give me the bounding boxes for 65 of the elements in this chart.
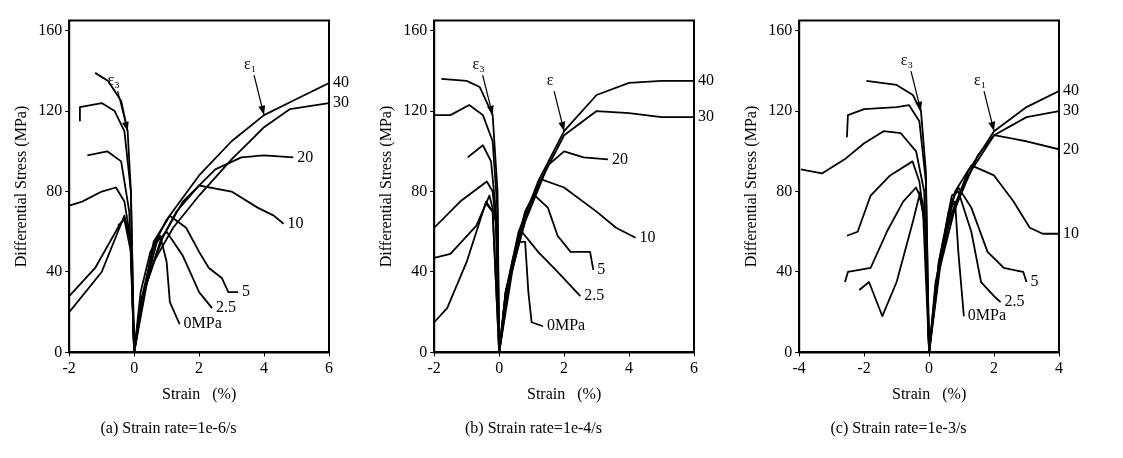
y-axis-title: Differential Stress (MPa)	[741, 105, 760, 268]
y-tick-label: 40	[776, 262, 793, 280]
text: (c) Strain rate=1e-3/s	[830, 418, 967, 437]
x-tick-label: 6	[690, 359, 698, 377]
y-tick-label: 120	[38, 101, 63, 119]
x-tick-label: 2	[560, 359, 569, 377]
series-label: 20	[1063, 139, 1079, 157]
y-axis-title: Differential Stress (MPa)	[376, 105, 395, 268]
x-tick-label: -2	[427, 359, 441, 377]
series-label: 40	[698, 71, 714, 89]
series-label: 0MPa	[546, 316, 586, 334]
series-label: 30	[1063, 101, 1079, 119]
y-tick-label: 40	[411, 262, 428, 280]
annotation: ε₃	[472, 55, 485, 73]
series-label: 2.5	[216, 298, 237, 316]
series-label: 30	[333, 93, 349, 111]
y-tick-label: 160	[403, 20, 428, 38]
series-label: 5	[242, 282, 251, 300]
x-axis-title: Strain (%)	[162, 385, 237, 404]
y-tick-label: 0	[784, 342, 793, 360]
x-tick-label: 4	[260, 359, 269, 377]
text: (a) Strain rate=1e-6/s	[100, 418, 237, 437]
y-tick-label: 80	[46, 181, 63, 199]
y-tick-label: 80	[411, 181, 428, 199]
series-label: 20	[297, 147, 314, 165]
x-tick-label: -2	[62, 359, 76, 377]
series-label: 0MPa	[183, 314, 222, 332]
text: (b) Strain rate=1e-4/s	[465, 418, 602, 437]
x-tick-label: 4	[625, 359, 634, 377]
annotation: ε₁	[973, 71, 987, 89]
y-tick-label: 0	[54, 342, 63, 360]
y-tick-label: 160	[38, 20, 63, 38]
y-tick-label: 160	[768, 20, 793, 38]
x-tick-label: -4	[792, 359, 806, 377]
x-tick-label: 4	[1055, 359, 1063, 377]
series-label: 0MPa	[967, 306, 1007, 324]
series-label: 30	[698, 107, 714, 125]
x-tick-label: -2	[857, 359, 871, 377]
y-tick-label: 40	[46, 262, 63, 280]
x-axis-title: Strain (%)	[527, 385, 602, 404]
annotation: ε	[546, 71, 554, 89]
series-label: 10	[287, 213, 304, 231]
series-label: 5	[1030, 272, 1039, 290]
series-label: 5	[597, 260, 606, 278]
x-tick-label: 2	[195, 359, 204, 377]
x-axis-title: Strain (%)	[892, 385, 967, 404]
x-tick-label: 0	[495, 359, 504, 377]
x-tick-label: 0	[130, 359, 139, 377]
series-label: 10	[639, 227, 656, 245]
y-axis-title: Differential Stress (MPa)	[11, 105, 30, 268]
series-label: 2.5	[584, 286, 605, 304]
y-tick-label: 0	[419, 342, 428, 360]
series-label: 20	[611, 149, 628, 167]
series-label: 2.5	[1004, 292, 1025, 310]
y-tick-label: 80	[776, 181, 793, 199]
series-label: 40	[333, 73, 349, 91]
series-label: 10	[1063, 223, 1079, 241]
x-tick-label: 6	[325, 359, 333, 377]
y-tick-label: 120	[403, 101, 428, 119]
x-tick-label: 0	[925, 359, 934, 377]
annotation: ε₃	[900, 51, 914, 69]
series-label: 40	[1063, 81, 1079, 99]
y-tick-label: 120	[768, 101, 793, 119]
x-tick-label: 2	[990, 359, 999, 377]
annotation: ε₁	[243, 55, 257, 73]
